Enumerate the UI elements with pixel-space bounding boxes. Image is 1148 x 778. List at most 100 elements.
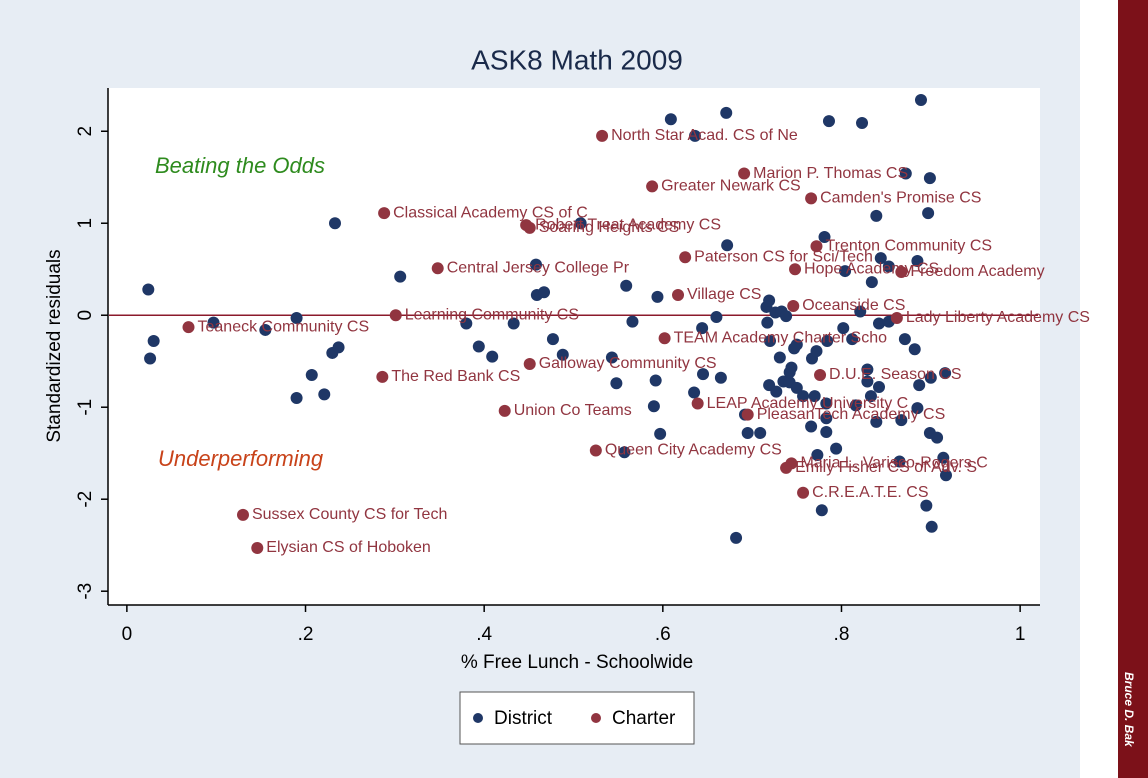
annotation: Beating the Odds: [155, 153, 325, 178]
point: [920, 499, 933, 512]
point: [721, 239, 734, 252]
point: [893, 455, 906, 468]
point: [251, 541, 264, 554]
point: [529, 258, 542, 271]
point: [761, 316, 774, 329]
point: [830, 442, 843, 455]
point: [318, 388, 331, 401]
point: [610, 377, 623, 390]
point: [688, 129, 701, 142]
point: [696, 322, 709, 335]
point: [620, 279, 633, 292]
point: [647, 400, 660, 413]
point: [895, 414, 908, 427]
point: [911, 402, 924, 415]
point: [773, 351, 786, 364]
y-tick-label: -3: [75, 583, 96, 600]
point: [618, 446, 631, 459]
point: [546, 333, 559, 346]
x-tick-label: 1: [1015, 624, 1026, 645]
legend-box: [459, 691, 695, 745]
y-tick-label: 1: [75, 218, 96, 229]
point-label: Trenton Community CS: [825, 237, 992, 254]
point: [788, 342, 801, 355]
y-axis-label: Standardized residuals: [44, 249, 65, 442]
point: [486, 350, 499, 363]
point: [931, 431, 944, 444]
point-label: Maria L. Varisco-Rogers C: [800, 455, 987, 472]
point: [720, 106, 733, 119]
point-label: PleasanTech Academy CS: [757, 406, 946, 423]
point: [882, 260, 895, 273]
point: [924, 371, 937, 384]
point: [710, 311, 723, 324]
point: [389, 309, 402, 322]
point: [789, 263, 802, 276]
point: [939, 367, 952, 380]
x-tick-label: .4: [476, 624, 492, 645]
point: [646, 180, 659, 193]
point: [797, 486, 810, 499]
point: [378, 207, 391, 220]
point-label: Teaneck Community CS: [198, 318, 370, 335]
point: [923, 172, 936, 185]
point-label: C.R.E.A.T.E. CS: [812, 484, 928, 501]
plot-area: [108, 88, 1040, 605]
point: [937, 451, 950, 464]
point: [861, 363, 874, 376]
point: [839, 265, 852, 278]
point: [574, 217, 587, 230]
point: [895, 265, 908, 278]
point-label: LEAP Academy University C: [707, 395, 909, 412]
point: [872, 317, 885, 330]
point: [770, 385, 783, 398]
annotation: Underperforming: [158, 446, 324, 471]
point: [556, 348, 569, 361]
point: [805, 420, 818, 433]
point: [922, 207, 935, 220]
point-label: Learning Community CS: [405, 306, 579, 323]
point: [290, 392, 303, 405]
point: [822, 115, 835, 128]
point: [605, 351, 618, 364]
point: [144, 352, 157, 365]
point-label: Classical Academy CS of C: [393, 204, 588, 221]
point: [688, 386, 701, 399]
point: [147, 334, 160, 347]
point: [861, 375, 874, 388]
point-label: Oceanside CS: [802, 297, 905, 314]
point: [870, 415, 883, 428]
point-label: Elysian CS of Hoboken: [266, 539, 431, 556]
point: [460, 317, 473, 330]
point: [939, 469, 952, 482]
point: [596, 129, 609, 142]
point-label: Camden's Promise CS: [820, 190, 981, 207]
point-label: Sussex County CS for Tech: [252, 506, 447, 523]
point: [790, 381, 803, 394]
legend-marker: [473, 713, 483, 723]
x-tick-label: 0: [122, 624, 133, 645]
chart-title: ASK8 Math 2009: [471, 44, 683, 75]
point: [376, 370, 389, 383]
point: [913, 379, 926, 392]
point: [914, 93, 927, 106]
point-label: North Star Acad. CS of Ne: [611, 127, 798, 144]
point: [523, 221, 536, 234]
point: [870, 209, 883, 222]
point: [236, 508, 249, 521]
x-tick-label: .2: [298, 624, 314, 645]
point-label: Union Co Teams: [514, 402, 632, 419]
point: [332, 341, 345, 354]
point: [431, 262, 444, 275]
x-axis-label: % Free Lunch - Schoolwide: [461, 652, 693, 673]
point-label: Village CS: [687, 286, 761, 303]
point: [908, 343, 921, 356]
y-tick-label: -1: [75, 399, 96, 416]
point: [764, 334, 777, 347]
point: [820, 412, 833, 425]
point: [805, 192, 818, 205]
point: [810, 240, 823, 253]
point: [864, 390, 877, 403]
point: [820, 426, 833, 439]
y-tick-label: -2: [75, 491, 96, 508]
